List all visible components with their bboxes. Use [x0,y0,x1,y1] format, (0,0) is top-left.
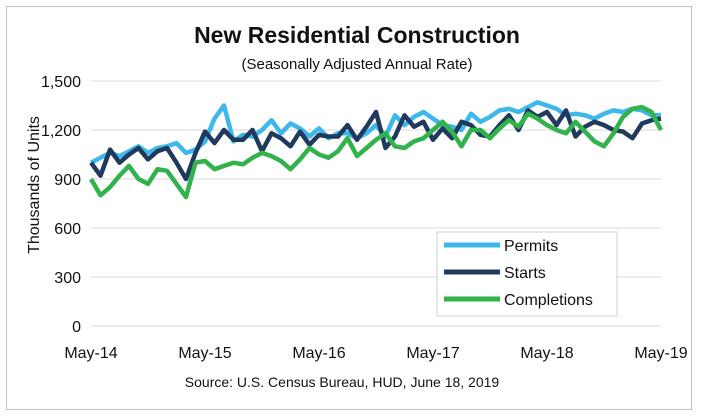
chart-frame: New Residential Construction (Seasonally… [6,6,692,410]
x-tick-label: May-18 [520,345,573,362]
legend-label-starts: Starts [504,265,546,282]
x-tick-label: May-16 [292,345,345,362]
chart-subtitle: (Seasonally Adjusted Annual Rate) [242,56,473,73]
y-tick-label: 1,200 [41,123,81,140]
x-tick-label: May-14 [64,345,117,362]
y-tick-label: 1,500 [41,74,81,91]
y-tick-labels: 0 300 600 900 1,200 1,500 [41,74,81,336]
x-tick-label: May-19 [634,345,687,362]
chart-title: New Residential Construction [194,22,520,48]
legend: Permits Starts Completions [436,231,618,317]
y-tick-label: 300 [54,270,81,287]
y-tick-label: 900 [54,172,81,189]
y-tick-label: 0 [72,319,81,336]
series-line-starts [89,108,662,182]
legend-label-permits: Permits [504,238,558,255]
chart: New Residential Construction (Seasonally… [26,22,688,390]
y-axis-label: Thousands of Units [26,116,43,254]
x-tick-labels: May-14 May-15 May-16 May-17 May-18 May-1… [64,345,687,362]
x-tick-label: May-15 [178,345,231,362]
x-tick-label: May-17 [406,345,459,362]
legend-label-completions: Completions [504,292,593,309]
series-lines [89,99,663,200]
series-line-completions [89,104,663,200]
y-tick-label: 600 [54,221,81,238]
source-note: Source: U.S. Census Bureau, HUD, June 18… [185,374,500,390]
